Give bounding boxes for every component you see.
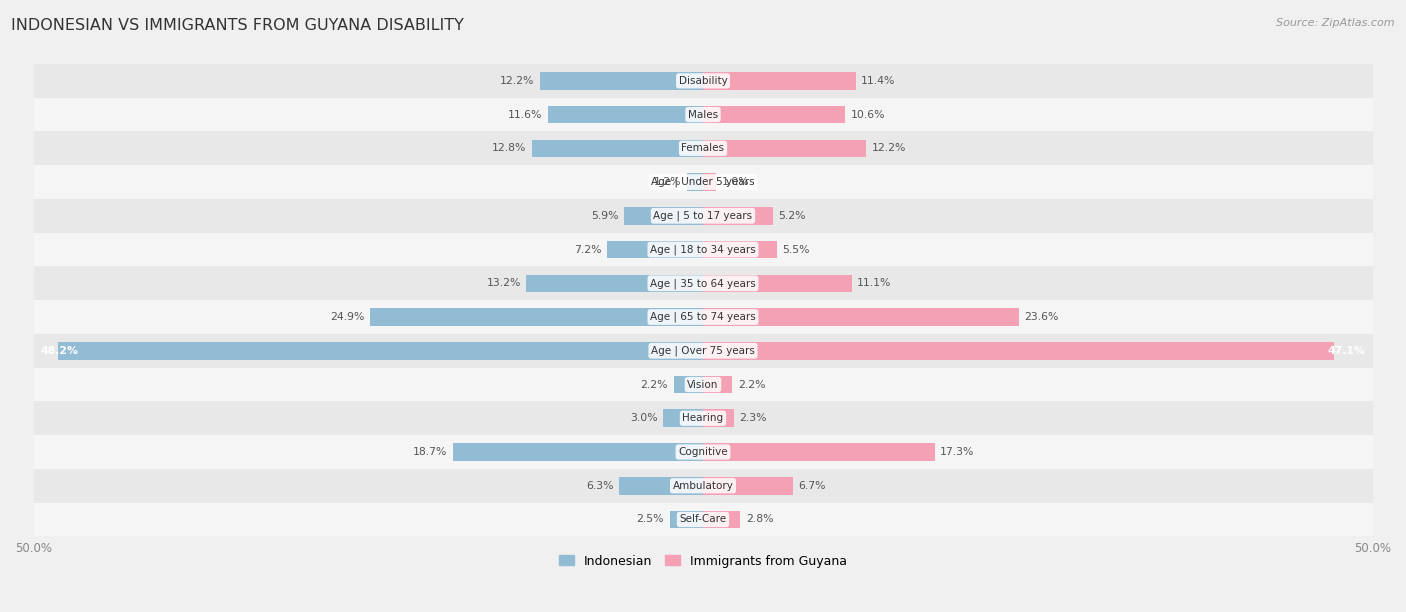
- Text: 10.6%: 10.6%: [851, 110, 884, 119]
- Text: 13.2%: 13.2%: [486, 278, 520, 288]
- Text: 5.5%: 5.5%: [782, 245, 810, 255]
- Bar: [606, 241, 703, 258]
- Text: Age | 18 to 34 years: Age | 18 to 34 years: [650, 244, 756, 255]
- Bar: [34, 435, 1372, 469]
- Text: 12.2%: 12.2%: [872, 143, 905, 154]
- Text: 47.1%: 47.1%: [1327, 346, 1365, 356]
- Text: 17.3%: 17.3%: [941, 447, 974, 457]
- Bar: [703, 241, 776, 258]
- Text: 5.2%: 5.2%: [778, 211, 806, 221]
- Text: Disability: Disability: [679, 76, 727, 86]
- Bar: [540, 72, 703, 89]
- Bar: [669, 510, 703, 528]
- Text: Age | 35 to 64 years: Age | 35 to 64 years: [650, 278, 756, 288]
- Text: Males: Males: [688, 110, 718, 119]
- Text: 11.1%: 11.1%: [858, 278, 891, 288]
- Bar: [688, 173, 703, 191]
- Bar: [703, 207, 773, 225]
- Text: Source: ZipAtlas.com: Source: ZipAtlas.com: [1277, 18, 1395, 28]
- Text: 6.7%: 6.7%: [799, 481, 825, 491]
- Bar: [703, 72, 856, 89]
- Text: 2.3%: 2.3%: [740, 413, 766, 424]
- Bar: [34, 401, 1372, 435]
- Text: 11.6%: 11.6%: [508, 110, 543, 119]
- Text: 48.2%: 48.2%: [41, 346, 79, 356]
- Text: 2.2%: 2.2%: [738, 379, 765, 389]
- Text: Ambulatory: Ambulatory: [672, 481, 734, 491]
- Bar: [662, 409, 703, 427]
- Bar: [453, 443, 703, 461]
- Bar: [703, 409, 734, 427]
- Bar: [703, 275, 852, 292]
- Bar: [703, 376, 733, 394]
- Bar: [34, 64, 1372, 98]
- Bar: [34, 368, 1372, 401]
- Bar: [34, 334, 1372, 368]
- Text: Age | 5 to 17 years: Age | 5 to 17 years: [654, 211, 752, 221]
- Bar: [703, 173, 717, 191]
- Text: 7.2%: 7.2%: [574, 245, 602, 255]
- Text: 24.9%: 24.9%: [330, 312, 364, 322]
- Text: Age | Over 75 years: Age | Over 75 years: [651, 346, 755, 356]
- Text: Age | 65 to 74 years: Age | 65 to 74 years: [650, 312, 756, 323]
- Text: 1.0%: 1.0%: [721, 177, 749, 187]
- Text: 2.5%: 2.5%: [637, 515, 664, 524]
- Text: 5.9%: 5.9%: [591, 211, 619, 221]
- Text: 6.3%: 6.3%: [586, 481, 613, 491]
- Text: 12.8%: 12.8%: [492, 143, 526, 154]
- Bar: [34, 502, 1372, 536]
- Legend: Indonesian, Immigrants from Guyana: Indonesian, Immigrants from Guyana: [554, 550, 852, 573]
- Text: 12.2%: 12.2%: [501, 76, 534, 86]
- Bar: [703, 342, 1334, 359]
- Bar: [703, 477, 793, 494]
- Bar: [34, 132, 1372, 165]
- Text: Hearing: Hearing: [682, 413, 724, 424]
- Bar: [673, 376, 703, 394]
- Text: Age | Under 5 years: Age | Under 5 years: [651, 177, 755, 187]
- Bar: [34, 469, 1372, 502]
- Bar: [624, 207, 703, 225]
- Text: Self-Care: Self-Care: [679, 515, 727, 524]
- Text: 1.2%: 1.2%: [654, 177, 682, 187]
- Text: INDONESIAN VS IMMIGRANTS FROM GUYANA DISABILITY: INDONESIAN VS IMMIGRANTS FROM GUYANA DIS…: [11, 18, 464, 34]
- Bar: [703, 443, 935, 461]
- Bar: [619, 477, 703, 494]
- Bar: [34, 300, 1372, 334]
- Text: Females: Females: [682, 143, 724, 154]
- Bar: [34, 266, 1372, 300]
- Text: 11.4%: 11.4%: [860, 76, 896, 86]
- Bar: [703, 140, 866, 157]
- Text: 3.0%: 3.0%: [630, 413, 658, 424]
- Bar: [703, 510, 741, 528]
- Bar: [34, 98, 1372, 132]
- Bar: [531, 140, 703, 157]
- Bar: [58, 342, 703, 359]
- Text: Vision: Vision: [688, 379, 718, 389]
- Bar: [34, 233, 1372, 266]
- Text: Cognitive: Cognitive: [678, 447, 728, 457]
- Bar: [370, 308, 703, 326]
- Text: 23.6%: 23.6%: [1025, 312, 1059, 322]
- Bar: [703, 106, 845, 124]
- Bar: [526, 275, 703, 292]
- Bar: [34, 199, 1372, 233]
- Text: 2.8%: 2.8%: [745, 515, 773, 524]
- Text: 2.2%: 2.2%: [641, 379, 668, 389]
- Bar: [548, 106, 703, 124]
- Bar: [34, 165, 1372, 199]
- Text: 18.7%: 18.7%: [413, 447, 447, 457]
- Bar: [703, 308, 1019, 326]
